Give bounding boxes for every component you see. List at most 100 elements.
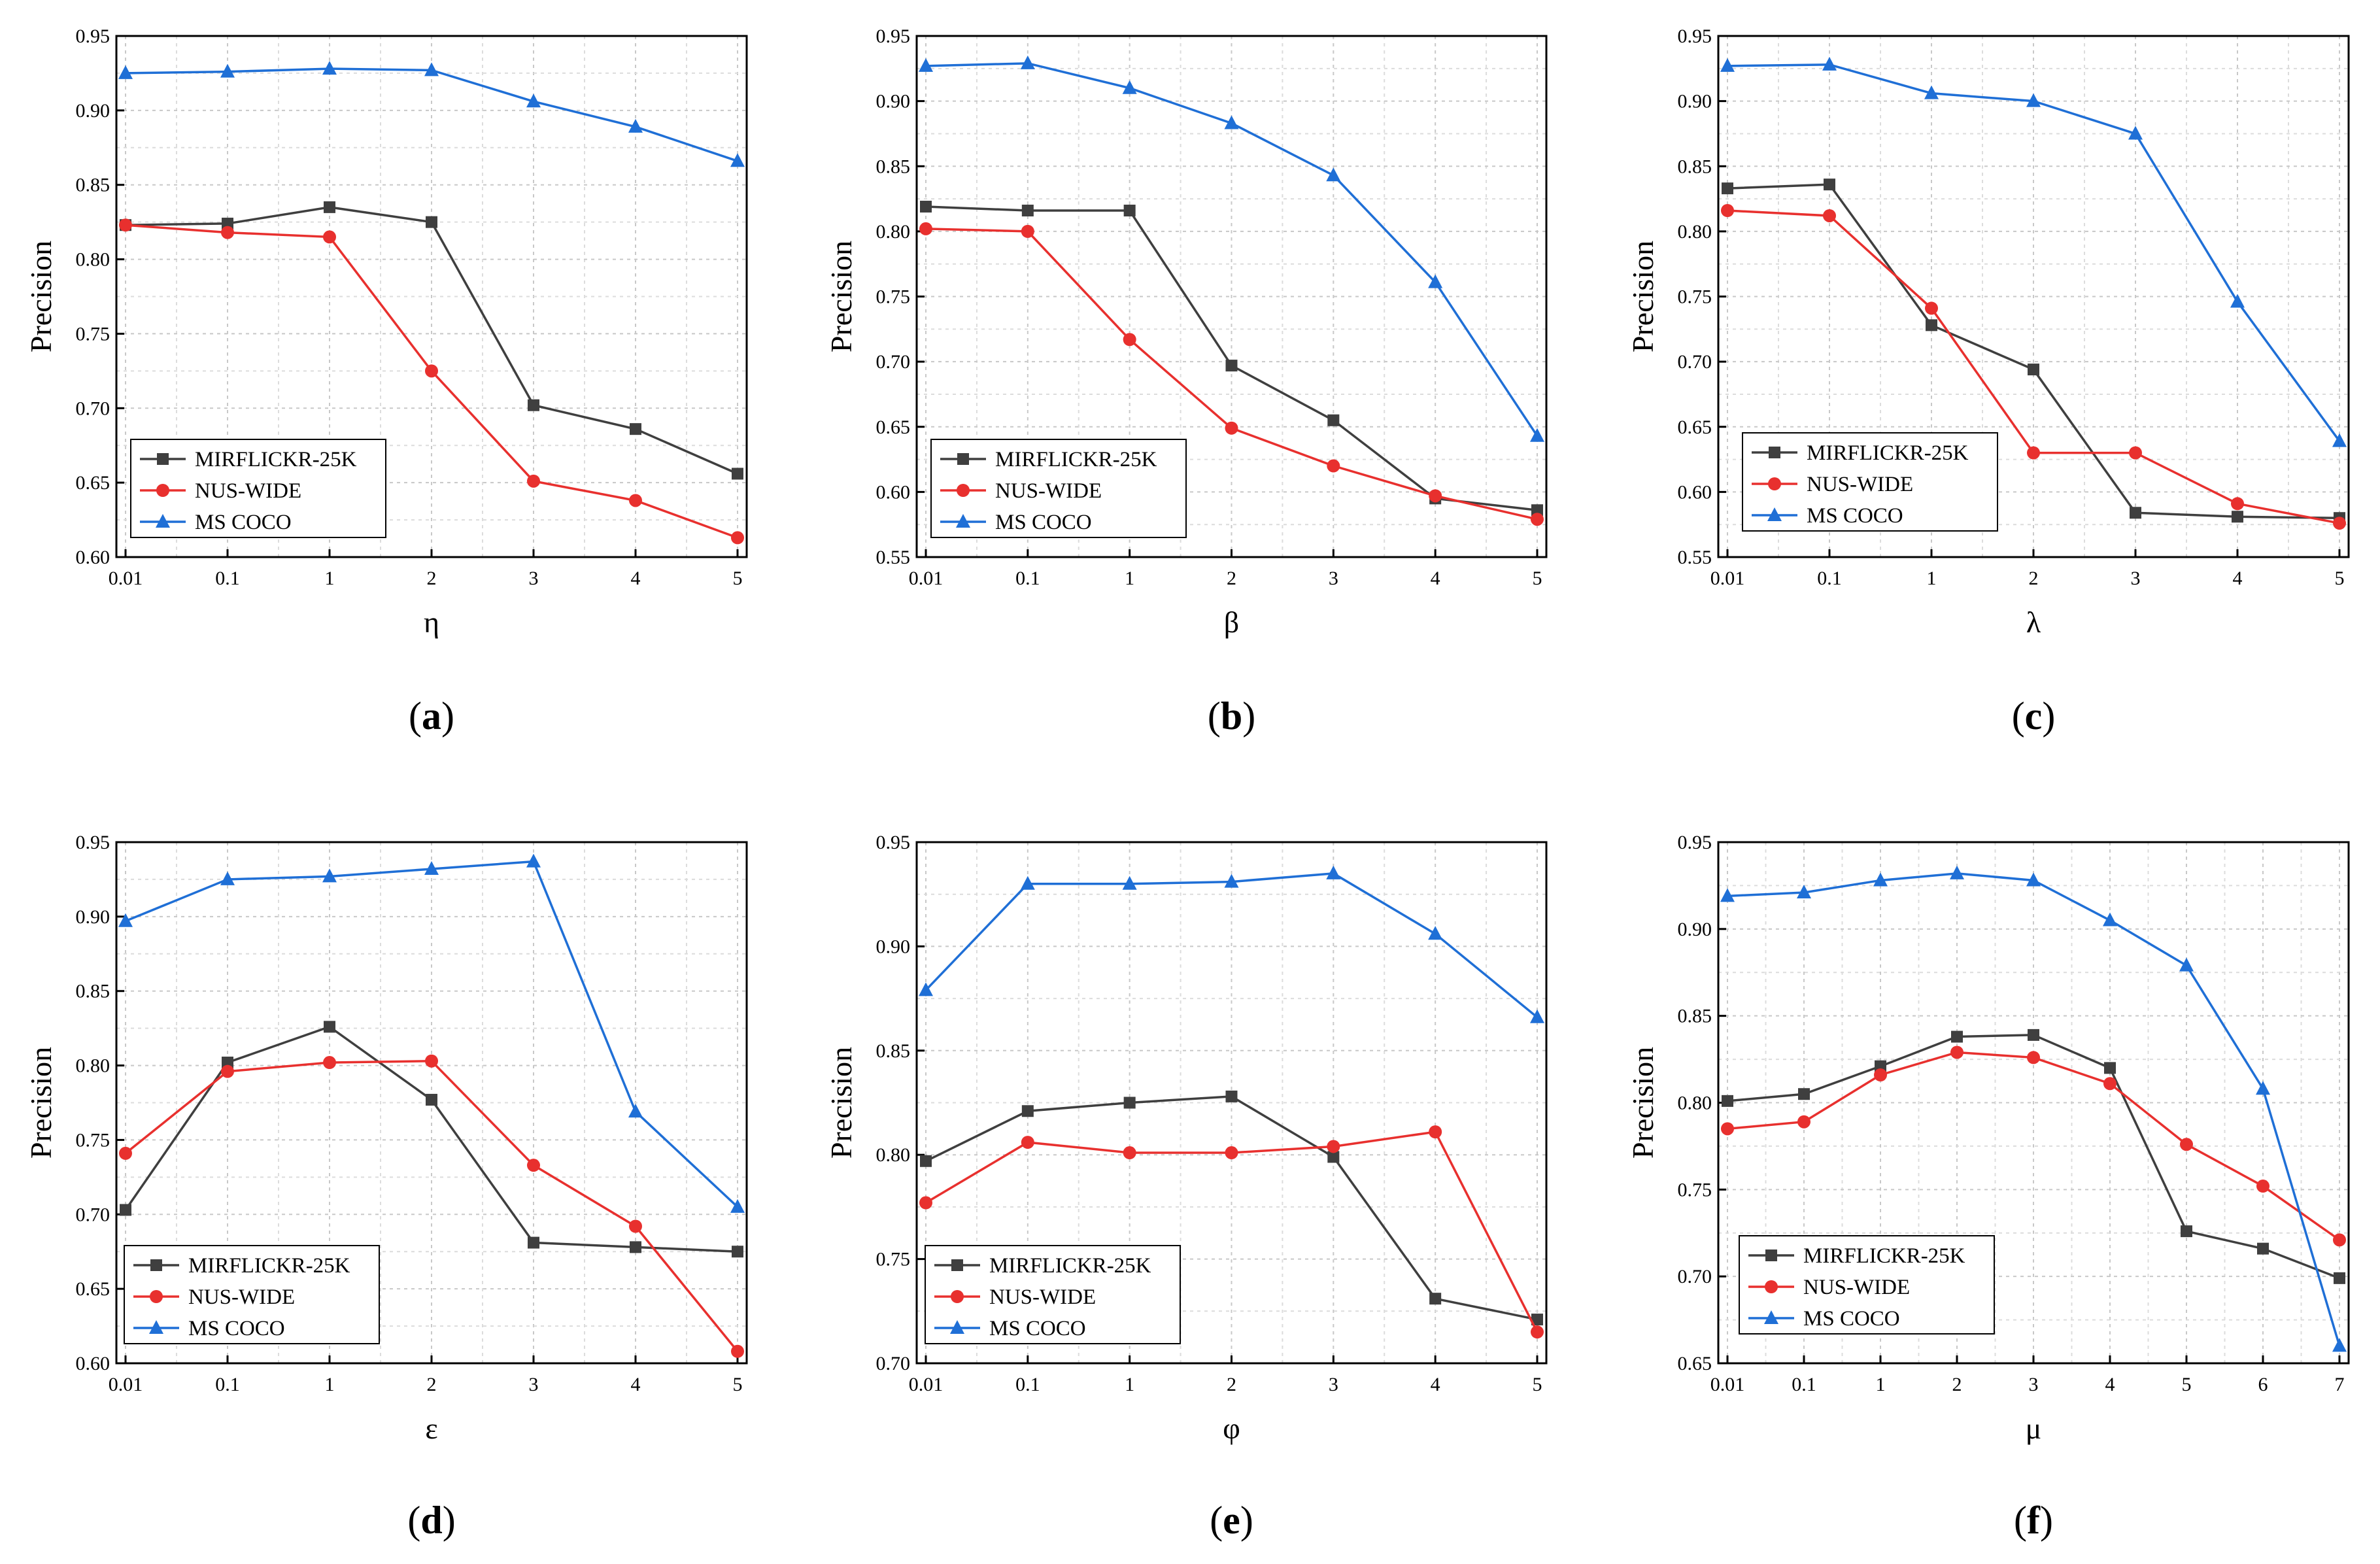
data-point — [324, 201, 335, 213]
data-point — [630, 1241, 641, 1253]
data-point — [2332, 1338, 2347, 1352]
data-point — [1225, 1146, 1238, 1160]
x-tick-label: 5 — [1533, 568, 1542, 589]
legend-marker — [149, 1320, 163, 1334]
data-point — [730, 1198, 745, 1213]
caption-close-paren: ) — [2040, 1499, 2053, 1542]
y-tick-label: 0.80 — [76, 1055, 110, 1077]
x-tick-label: 0.01 — [909, 1374, 944, 1395]
caption-open-paren: ( — [407, 1499, 420, 1542]
y-tick-label: 0.65 — [1678, 1353, 1712, 1374]
y-tick-label: 0.75 — [76, 1129, 110, 1151]
data-point — [1822, 56, 1837, 71]
data-point — [1722, 182, 1733, 195]
data-point — [1021, 204, 1034, 216]
legend-label: NUS-WIDE — [1807, 473, 1913, 496]
panel-caption: (e) — [1210, 1499, 1253, 1542]
y-tick-label: 0.65 — [876, 416, 911, 438]
x-tick-label: 4 — [2233, 568, 2243, 589]
x-tick-label: 3 — [2029, 1374, 2039, 1395]
x-axis-label: η — [424, 605, 439, 639]
chart-panel-c: 0.55 0.60 0.65 0.70 0.75 0.80 0.85 0.90 0.95 0.01… — [1626, 26, 2350, 738]
panel-caption: (a) — [409, 694, 454, 738]
y-tick-label: 0.70 — [76, 1204, 110, 1225]
data-point — [220, 63, 235, 78]
legend-marker — [1765, 1250, 1777, 1261]
x-tick-label: 2 — [1227, 1374, 1236, 1395]
data-point — [1327, 414, 1340, 426]
y-tick-label: 0.95 — [76, 832, 110, 853]
chart-panel-a: 0.60 0.65 0.70 0.75 0.80 0.85 0.90 0.95 0.01 0.1 1… — [24, 26, 748, 738]
data-point — [1327, 1151, 1340, 1163]
legend-label: NUS-WIDE — [188, 1285, 295, 1309]
x-tick-label: 3 — [1329, 568, 1338, 589]
x-tick-label: 2 — [1227, 568, 1236, 589]
series-ms-coco — [118, 61, 745, 167]
data-point — [1720, 888, 1735, 902]
x-tick-label: 5 — [2335, 568, 2345, 589]
data-point — [426, 1093, 437, 1106]
y-tick-label: 0.75 — [876, 1249, 911, 1270]
series-ms-coco — [1720, 865, 2347, 1352]
data-point — [119, 1146, 132, 1160]
legend-marker — [1765, 1280, 1778, 1293]
data-point — [528, 1236, 539, 1249]
y-axis-label: Precision — [1626, 241, 1659, 352]
data-point — [1531, 1314, 1543, 1326]
data-point — [1123, 333, 1136, 347]
y-tick-label: 0.55 — [1678, 547, 1712, 568]
series-nus-wide — [919, 222, 1544, 526]
y-tick-label: 0.65 — [76, 472, 110, 494]
legend-label: NUS-WIDE — [989, 1285, 1096, 1309]
data-point — [2257, 1242, 2269, 1255]
x-tick-label: 3 — [1329, 1374, 1338, 1395]
data-point — [731, 1344, 744, 1358]
y-tick-label: 0.70 — [876, 1353, 911, 1374]
panel-caption: (b) — [1208, 694, 1255, 738]
y-tick-label: 0.60 — [876, 481, 911, 503]
series-mirflickr-25k — [120, 201, 743, 480]
data-point — [528, 399, 539, 411]
y-tick-label: 0.90 — [876, 936, 911, 957]
y-tick-label: 0.90 — [876, 91, 911, 112]
data-point — [323, 230, 336, 244]
data-point — [628, 1104, 643, 1118]
y-tick-label: 0.95 — [1678, 26, 1712, 47]
legend-marker — [951, 1290, 964, 1303]
x-tick-label: 0.01 — [1710, 1374, 1745, 1395]
data-point — [2181, 1225, 2192, 1238]
x-axis-label: λ — [2026, 605, 2041, 639]
y-tick-label: 0.70 — [1678, 351, 1712, 373]
y-tick-label: 0.95 — [876, 26, 911, 47]
y-tick-label: 0.95 — [876, 832, 911, 853]
data-point — [731, 531, 744, 545]
data-point — [732, 468, 743, 480]
data-point — [1123, 1096, 1136, 1109]
data-point — [1326, 865, 1341, 879]
y-tick-label: 0.90 — [1678, 919, 1712, 940]
data-point — [1824, 178, 1835, 191]
data-point — [526, 94, 541, 108]
caption-letter: a — [422, 694, 441, 738]
legend: MIRFLICKR-25K NUS-WIDE MS COCO — [130, 439, 386, 538]
data-point — [1326, 167, 1341, 182]
data-point — [2231, 497, 2244, 511]
legend-marker — [950, 1320, 964, 1334]
data-point — [424, 62, 439, 76]
caption-open-paren: ( — [1208, 694, 1221, 738]
series-nus-wide — [119, 218, 744, 545]
data-point — [1720, 58, 1735, 72]
y-tick-label: 0.70 — [1678, 1266, 1712, 1287]
x-tick-label: 0.1 — [215, 568, 240, 589]
data-point — [1531, 513, 1544, 526]
data-point — [1224, 874, 1239, 888]
y-tick-label: 0.85 — [76, 175, 110, 196]
y-tick-label: 0.90 — [76, 906, 110, 928]
x-tick-label: 0.1 — [1817, 568, 1842, 589]
y-tick-label: 0.65 — [1678, 416, 1712, 438]
x-tick-label: 5 — [733, 568, 743, 589]
data-point — [222, 217, 233, 230]
data-point — [324, 1021, 335, 1033]
data-point — [1021, 1136, 1034, 1149]
legend-label: MS COCO — [195, 511, 292, 534]
